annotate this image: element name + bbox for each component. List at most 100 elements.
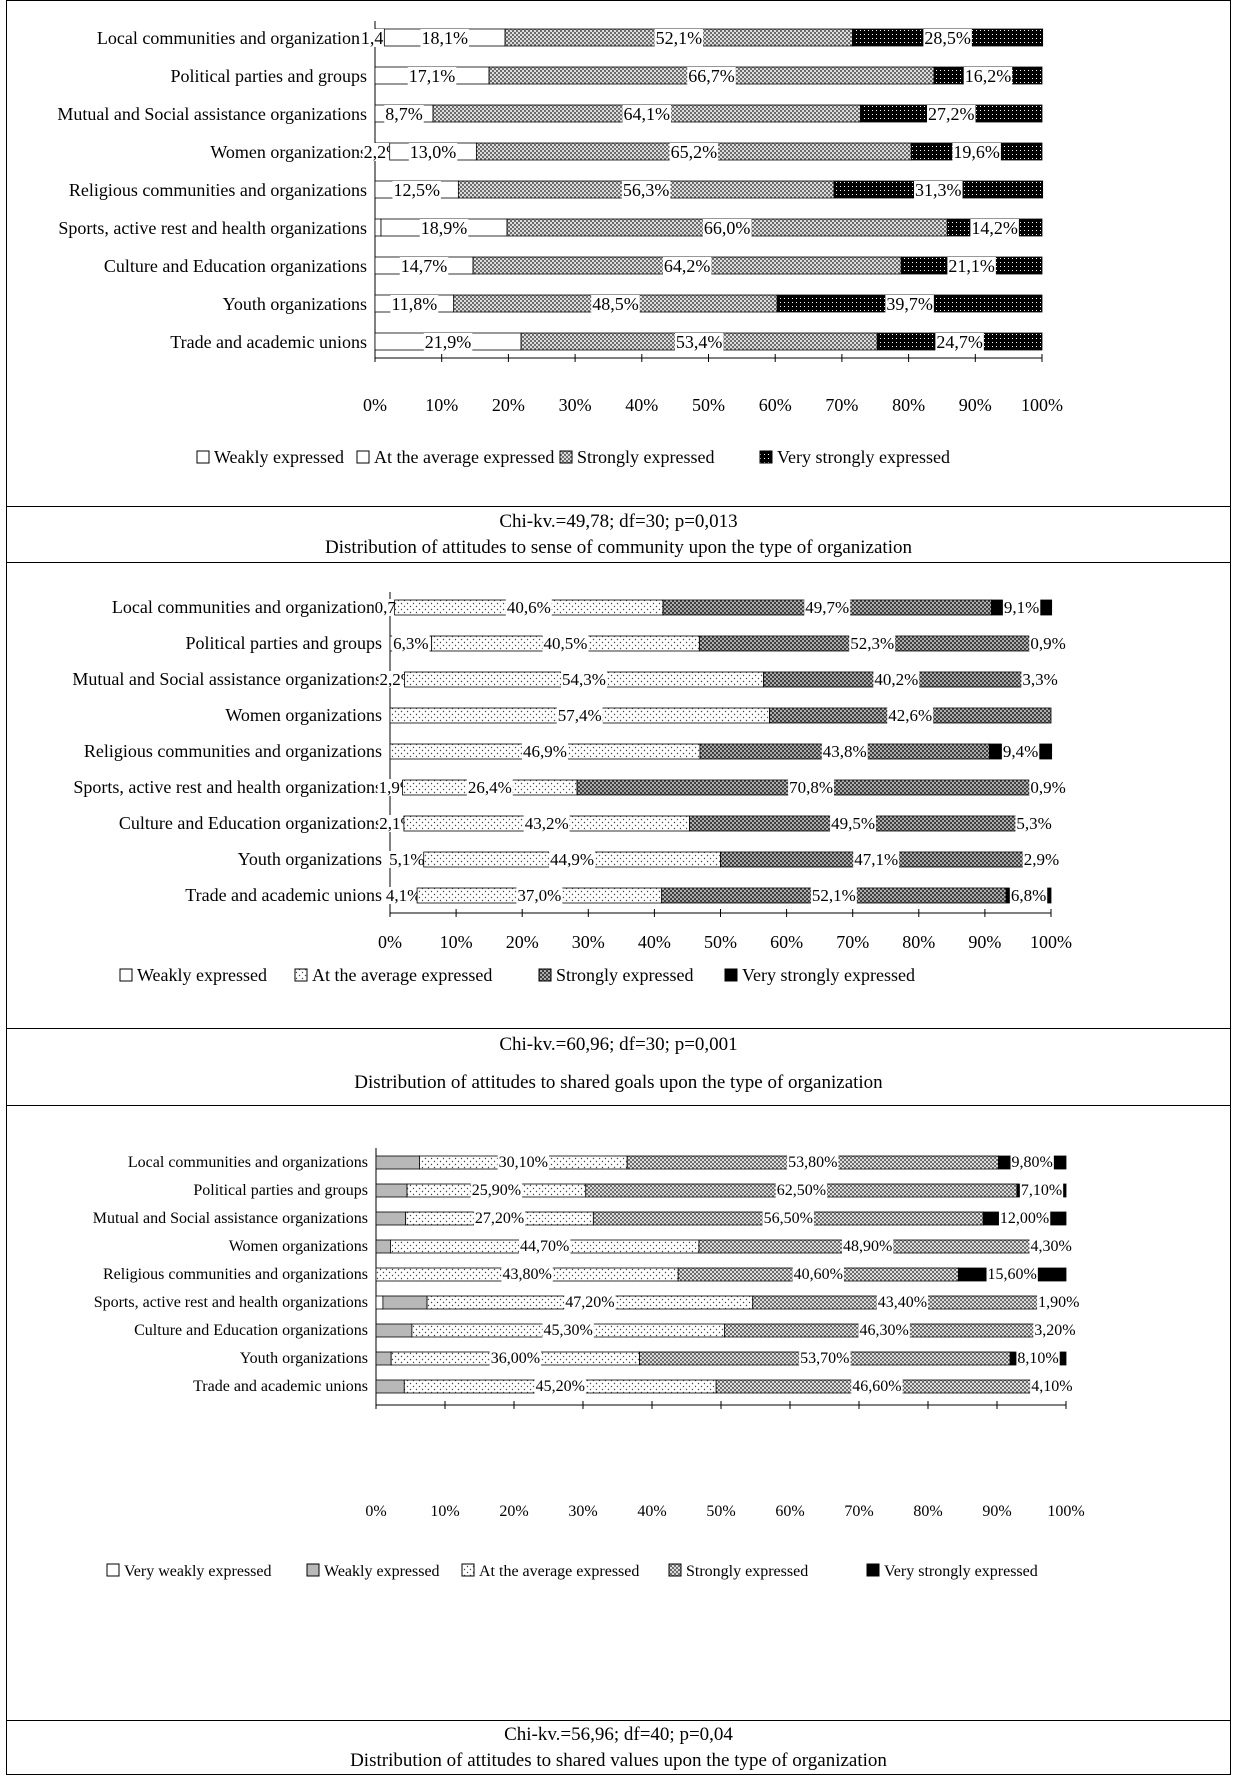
data-label-bg	[821, 743, 868, 760]
data-label-bg	[947, 257, 996, 275]
data-label: 65,2%	[671, 142, 718, 162]
bar-segment	[375, 1379, 405, 1394]
data-label-bg	[519, 1239, 571, 1254]
data-label: 4,10%	[1031, 1378, 1072, 1395]
chart-title-1: Distribution of attitudes to sense of co…	[325, 537, 912, 558]
bar-segment	[375, 1295, 384, 1310]
category-label: Political parties and groups	[171, 66, 367, 86]
data-label-bg	[849, 635, 896, 652]
data-label: 40,6%	[507, 598, 551, 617]
x-tick-label: 50%	[692, 395, 725, 415]
legend-swatch	[866, 1563, 880, 1577]
data-label-bg	[853, 851, 900, 868]
data-label: 62,50%	[777, 1182, 826, 1199]
data-label: 18,9%	[421, 218, 468, 238]
x-tick-label: 0%	[365, 1503, 386, 1520]
legend-swatch	[294, 968, 308, 982]
legend-swatch	[119, 968, 133, 982]
data-label: 56,3%	[623, 180, 670, 200]
legend-label: At the average expressed	[479, 1563, 639, 1580]
data-label: 45,20%	[536, 1378, 585, 1395]
data-label: 0,9%	[1030, 778, 1065, 797]
legend-label: Weakly expressed	[214, 447, 344, 467]
data-label-bg	[388, 851, 426, 868]
data-label-bg	[1033, 1323, 1077, 1338]
data-label: 0,9%	[1030, 634, 1065, 653]
x-tick-label: 20%	[492, 395, 525, 415]
x-tick-label: 30%	[559, 395, 592, 415]
category-label: Sports, active rest and health organizat…	[94, 1294, 368, 1311]
x-tick-label: 90%	[959, 395, 992, 415]
category-label: Political parties and groups	[193, 1182, 368, 1199]
data-label: 49,7%	[805, 598, 849, 617]
data-label-bg	[914, 181, 963, 199]
data-label: 52,3%	[850, 634, 894, 653]
data-label: 43,8%	[823, 742, 867, 761]
x-tick-label: 100%	[1030, 932, 1072, 952]
data-label-bg	[1015, 815, 1053, 832]
data-label-bg	[1002, 599, 1041, 616]
data-label: 9,80%	[1012, 1154, 1053, 1171]
data-label: 31,3%	[915, 180, 962, 200]
data-label-bg	[799, 1351, 851, 1366]
data-label-bg	[505, 599, 552, 616]
x-tick-label: 50%	[706, 1503, 735, 1520]
data-label-bg	[561, 671, 607, 688]
divider	[7, 562, 1230, 563]
category-label: Sports, active rest and health organizat…	[58, 218, 367, 238]
category-label: Women organizations	[210, 142, 367, 162]
legend-label: Strongly expressed	[577, 447, 714, 467]
data-label: 46,30%	[860, 1322, 909, 1339]
data-label: 8,7%	[385, 104, 423, 124]
data-label-bg	[787, 1155, 839, 1170]
data-label-bg	[384, 887, 423, 904]
data-label-bg	[621, 181, 671, 199]
bar-segment	[375, 1351, 392, 1366]
bar-segment	[375, 1323, 413, 1338]
panel-shared-values: 0% 10% 20% 30% 40% 50% 60% 70% 80% 90% 100% Local c…	[7, 1106, 1230, 1720]
data-label: 40,5%	[544, 634, 588, 653]
data-label: 43,40%	[878, 1294, 927, 1311]
data-label: 46,9%	[523, 742, 567, 761]
x-tick-label: 0%	[363, 395, 387, 415]
data-label-bg	[923, 29, 972, 47]
data-label: 64,1%	[624, 104, 671, 124]
data-label: 53,70%	[800, 1350, 849, 1367]
data-label-bg	[876, 1295, 929, 1310]
data-label-bg	[501, 1267, 553, 1282]
data-label: 64,2%	[664, 256, 711, 276]
x-tick-label: 60%	[759, 395, 792, 415]
data-label-bg	[516, 887, 563, 904]
legend-swatch	[306, 1563, 320, 1577]
data-label-bg	[762, 1211, 814, 1226]
x-tick-label: 40%	[637, 1503, 666, 1520]
data-label-bg	[473, 1211, 526, 1226]
data-label-bg	[851, 1379, 903, 1394]
category-label: Local communities and organizations	[128, 1154, 368, 1171]
data-label-bg	[523, 815, 570, 832]
data-label-bg	[841, 1239, 894, 1254]
x-tick-label: 30%	[572, 932, 605, 952]
category-label: Trade and academic unions	[185, 885, 382, 905]
data-label-bg	[1010, 1155, 1054, 1170]
category-label: Religious communities and organizations	[69, 180, 367, 200]
x-tick-label: 80%	[902, 932, 935, 952]
data-label: 48,5%	[592, 294, 639, 314]
x-tick-label: 80%	[892, 395, 925, 415]
data-label: 5,1%	[389, 850, 424, 869]
category-label: Culture and Education organizations	[119, 813, 382, 833]
legend-swatch	[759, 450, 773, 464]
x-tick-label: 40%	[625, 395, 658, 415]
data-label-bg	[419, 219, 469, 237]
data-label: 21,9%	[425, 332, 472, 352]
data-label-bg	[399, 257, 449, 275]
data-label: 24,7%	[936, 332, 983, 352]
data-label-bg	[775, 1183, 828, 1198]
data-label-bg	[927, 105, 976, 123]
data-label-bg	[556, 707, 603, 724]
legend-label: Strongly expressed	[556, 965, 693, 985]
data-label: 49,5%	[831, 814, 875, 833]
data-label-bg	[986, 1267, 1038, 1282]
data-label: 36,00%	[491, 1350, 540, 1367]
category-label: Youth organizations	[223, 294, 367, 314]
